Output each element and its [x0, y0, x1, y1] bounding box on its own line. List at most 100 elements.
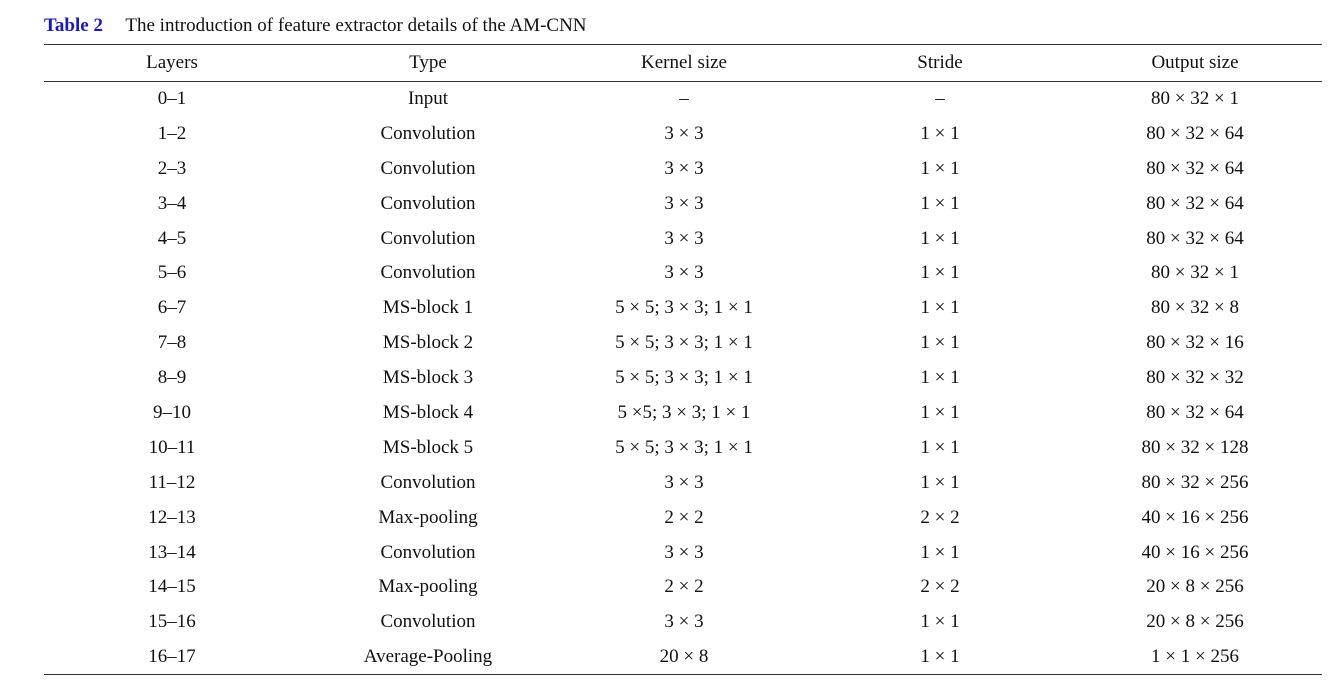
- cell-layers: 16–17: [44, 639, 300, 676]
- column-header-kernel-size: Kernel size: [556, 44, 812, 82]
- table-row: 0–1 Input – – 80 × 32 × 1: [44, 82, 1322, 117]
- cell-type: Convolution: [380, 192, 476, 214]
- cell-stride: 1 × 1: [920, 227, 960, 249]
- cell-kernel-size: 5 × 5; 3 × 3; 1 × 1: [615, 367, 753, 389]
- cell-type: MS-block 2: [382, 332, 474, 354]
- cell-layers: 15–16: [148, 611, 196, 633]
- cell-stride: –: [935, 88, 945, 110]
- feature-extractor-table: Layers Type Kernel size Stride Output si…: [44, 44, 1322, 676]
- cell-output-size: 40 × 16 × 256: [1141, 541, 1249, 563]
- cell-type: Convolution: [380, 541, 476, 563]
- column-header-layers: Layers: [44, 44, 300, 82]
- cell-output-size: 80 × 32 × 1: [1151, 262, 1239, 284]
- cell-kernel-size: 5 × 5; 3 × 3; 1 × 1: [615, 297, 753, 319]
- cell-kernel-size: –: [679, 88, 689, 110]
- cell-output-size: 80 × 32 × 64: [1146, 192, 1244, 214]
- column-header-output-size: Output size: [1068, 44, 1322, 82]
- table-row: 1–2 Convolution 3 × 3 1 × 1 80 × 32 × 64: [44, 116, 1322, 151]
- cell-output-size: 80 × 32 × 256: [1141, 471, 1249, 493]
- cell-type: Convolution: [380, 122, 476, 144]
- cell-layers: 1–2: [157, 122, 187, 144]
- table-row: 7–8 MS-block 2 5 × 5; 3 × 3; 1 × 1 1 × 1 80 …: [44, 326, 1322, 361]
- table-row: 6–7 MS-block 1 5 × 5; 3 × 3; 1 × 1 1 × 1 80 …: [44, 291, 1322, 326]
- cell-kernel-size: 3 × 3: [664, 157, 704, 179]
- table-row: 8–9 MS-block 3 5 × 5; 3 × 3; 1 × 1 1 × 1 80 …: [44, 361, 1322, 396]
- table-row: 13–14 Convolution 3 × 3 1 × 1 40 × 16 × 256: [44, 535, 1322, 570]
- cell-stride: 1 × 1: [920, 122, 960, 144]
- cell-stride: 1 × 1: [920, 332, 960, 354]
- cell-layers: 13–14: [148, 541, 196, 563]
- cell-type: Average-Pooling: [300, 639, 556, 676]
- table-header-row: Layers Type Kernel size Stride Output si…: [44, 44, 1322, 82]
- cell-output-size: 80 × 32 × 128: [1141, 436, 1249, 458]
- cell-stride: 1 × 1: [920, 262, 960, 284]
- table-row: 15–16 Convolution 3 × 3 1 × 1 20 × 8 × 256: [44, 605, 1322, 640]
- cell-stride: 1 × 1: [920, 541, 960, 563]
- cell-type: Max-pooling: [378, 576, 478, 598]
- cell-layers: 8–9: [157, 367, 187, 389]
- cell-output-size: 80 × 32 × 32: [1146, 367, 1244, 389]
- cell-kernel-size: 20 × 8: [556, 639, 812, 676]
- cell-type: Convolution: [380, 157, 476, 179]
- cell-stride: 1 × 1: [920, 401, 960, 423]
- table-row: 5–6 Convolution 3 × 3 1 × 1 80 × 32 × 1: [44, 256, 1322, 291]
- cell-kernel-size: 5 ×5; 3 × 3; 1 × 1: [617, 401, 751, 423]
- cell-stride: 1 × 1: [812, 639, 1068, 676]
- cell-type: MS-block 4: [382, 401, 474, 423]
- cell-output-size: 80 × 32 × 16: [1146, 332, 1244, 354]
- cell-layers: 9–10: [153, 401, 191, 423]
- cell-layers: 6–7: [157, 297, 187, 319]
- cell-layers: 12–13: [148, 506, 196, 528]
- cell-output-size: 80 × 32 × 64: [1146, 157, 1244, 179]
- cell-stride: 1 × 1: [920, 436, 960, 458]
- cell-stride: 1 × 1: [920, 471, 960, 493]
- cell-kernel-size: 3 × 3: [664, 262, 704, 284]
- cell-output-size: 20 × 8 × 256: [1146, 576, 1244, 598]
- cell-type: MS-block 3: [382, 367, 474, 389]
- cell-layers: 2–3: [157, 157, 187, 179]
- table-row: 12–13 Max-pooling 2 × 2 2 × 2 40 × 16 × 256: [44, 500, 1322, 535]
- cell-stride: 1 × 1: [920, 192, 960, 214]
- cell-stride: 1 × 1: [920, 367, 960, 389]
- cell-kernel-size: 3 × 3: [664, 471, 704, 493]
- cell-type: Input: [407, 88, 449, 110]
- cell-stride: 1 × 1: [920, 611, 960, 633]
- table-caption-label: Table 2: [44, 15, 103, 36]
- cell-type: Convolution: [380, 611, 476, 633]
- cell-layers: 7–8: [157, 332, 187, 354]
- column-header-stride: Stride: [812, 44, 1068, 82]
- cell-layers: 3–4: [157, 192, 187, 214]
- cell-kernel-size: 3 × 3: [664, 122, 704, 144]
- cell-type: MS-block 1: [382, 297, 474, 319]
- cell-kernel-size: 3 × 3: [664, 192, 704, 214]
- cell-stride: 2 × 2: [920, 576, 960, 598]
- cell-type: Convolution: [380, 262, 476, 284]
- cell-stride: 1 × 1: [920, 297, 960, 319]
- table-row: 2–3 Convolution 3 × 3 1 × 1 80 × 32 × 64: [44, 151, 1322, 186]
- cell-layers: 0–1: [157, 88, 187, 110]
- table-caption-text: The introduction of feature extractor de…: [125, 15, 587, 36]
- table-row: 4–5 Convolution 3 × 3 1 × 1 80 × 32 × 64: [44, 221, 1322, 256]
- table-row: 9–10 MS-block 4 5 ×5; 3 × 3; 1 × 1 1 × 1 80 …: [44, 396, 1322, 431]
- cell-layers: 4–5: [157, 227, 187, 249]
- cell-kernel-size: 3 × 3: [664, 227, 704, 249]
- table-caption: Table 2 The introduction of feature extr…: [44, 12, 587, 40]
- cell-layers: 5–6: [157, 262, 187, 284]
- table-row: 10–11 MS-block 5 5 × 5; 3 × 3; 1 × 1 1 × 1 8…: [44, 430, 1322, 465]
- column-header-type: Type: [300, 44, 556, 82]
- cell-output-size: 20 × 8 × 256: [1146, 611, 1244, 633]
- cell-output-size: 80 × 32 × 64: [1146, 227, 1244, 249]
- cell-output-size: 1 × 1 × 256: [1068, 639, 1322, 676]
- table-row: 14–15 Max-pooling 2 × 2 2 × 2 20 × 8 × 256: [44, 570, 1322, 605]
- cell-stride: 2 × 2: [920, 506, 960, 528]
- cell-kernel-size: 5 × 5; 3 × 3; 1 × 1: [615, 332, 753, 354]
- cell-output-size: 80 × 32 × 1: [1151, 88, 1239, 110]
- cell-kernel-size: 3 × 3: [664, 541, 704, 563]
- table-row: 3–4 Convolution 3 × 3 1 × 1 80 × 32 × 64: [44, 186, 1322, 221]
- cell-output-size: 80 × 32 × 8: [1151, 297, 1239, 319]
- cell-output-size: 80 × 32 × 64: [1146, 122, 1244, 144]
- table-body: 0–1 Input – – 80 × 32 × 1 1–2 Convolution 3 × 3…: [44, 82, 1322, 676]
- cell-layers: 14–15: [148, 576, 196, 598]
